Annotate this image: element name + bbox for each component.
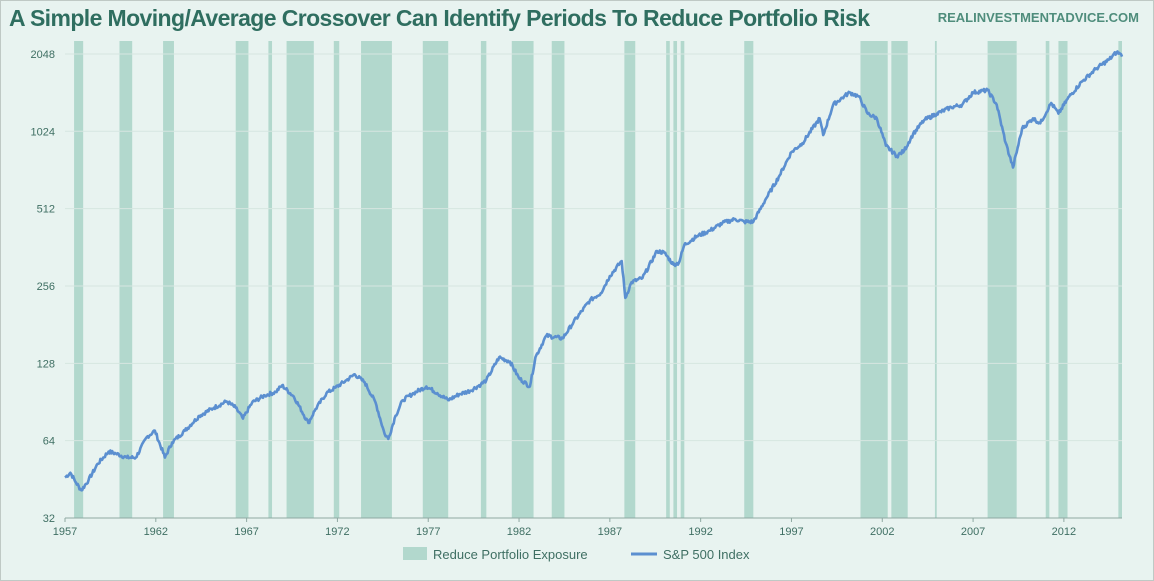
reduce-exposure-band-18: [891, 41, 908, 518]
reduce-exposure-band-0: [74, 41, 84, 518]
reduce-exposure-band-7: [361, 41, 392, 518]
x-tick-label-2002: 2002: [870, 526, 894, 538]
y-tick-label-256: 256: [37, 281, 55, 293]
x-tick-label-1992: 1992: [688, 526, 712, 538]
x-tick-label-1997: 1997: [779, 526, 803, 538]
reduce-exposure-band-5: [286, 41, 314, 518]
reduce-exposure-band-11: [551, 41, 565, 518]
legend-swatch-reduce-exposure: [403, 547, 427, 560]
reduce-exposure-band-13: [666, 41, 670, 518]
reduce-exposure-band-16: [744, 41, 754, 518]
reduce-exposure-band-8: [422, 41, 449, 518]
reduce-exposure-band-22: [1058, 41, 1068, 518]
y-tick-label-512: 512: [37, 204, 55, 216]
reduce-exposure-band-14: [673, 41, 678, 518]
legend: Reduce Portfolio Exposure S&P 500 Index: [403, 547, 750, 562]
reduce-exposure-band-17: [860, 41, 888, 518]
reduce-exposure-band-9: [480, 41, 487, 518]
plot-area: [64, 41, 1124, 519]
reduce-exposure-band-19: [934, 41, 937, 518]
legend-label-reduce-exposure: Reduce Portfolio Exposure: [433, 547, 588, 562]
reduce-exposure-bands: [74, 41, 1122, 518]
x-tick-label-1962: 1962: [144, 526, 168, 538]
series-line-sp500: [64, 50, 1124, 492]
y-tick-label-2048: 2048: [31, 49, 55, 61]
y-tick-label-64: 64: [43, 436, 55, 448]
x-tick-label-1977: 1977: [416, 526, 440, 538]
reduce-exposure-band-6: [333, 41, 340, 518]
x-tick-label-1972: 1972: [325, 526, 349, 538]
chart-title: A Simple Moving/Average Crossover Can Id…: [9, 5, 870, 31]
y-axis: 2048 1024 512 256 128 64 32: [31, 49, 55, 525]
y-tick-label-1024: 1024: [31, 126, 55, 138]
legend-label-sp500: S&P 500 Index: [663, 547, 750, 562]
x-tick-label-2012: 2012: [1052, 526, 1076, 538]
plot-background: [65, 41, 1122, 518]
reduce-exposure-band-12: [624, 41, 636, 518]
x-tick-label-1987: 1987: [598, 526, 622, 538]
reduce-exposure-band-4: [268, 41, 273, 518]
x-tick-label-1967: 1967: [234, 526, 258, 538]
y-tick-label-32: 32: [43, 513, 55, 525]
reduce-exposure-band-15: [680, 41, 685, 518]
reduce-exposure-band-3: [235, 41, 249, 518]
reduce-exposure-band-10: [511, 41, 534, 518]
x-axis: 1957 1962 1967 1972 1977 1982 1987 1992 1997 2002…: [53, 517, 1122, 538]
reduce-exposure-band-20: [987, 41, 1017, 518]
source-label: REALINVESTMENTADVICE.COM: [937, 10, 1139, 25]
y-tick-label-128: 128: [37, 358, 55, 370]
x-tick-label-2007: 2007: [961, 526, 985, 538]
x-tick-label-1957: 1957: [53, 526, 77, 538]
reduce-exposure-band-2: [163, 41, 174, 518]
reduce-exposure-band-21: [1045, 41, 1050, 518]
reduce-exposure-band-1: [119, 41, 133, 518]
x-tick-label-1982: 1982: [507, 526, 531, 538]
reduce-exposure-band-23: [1118, 41, 1122, 518]
series-group: [64, 50, 1124, 492]
